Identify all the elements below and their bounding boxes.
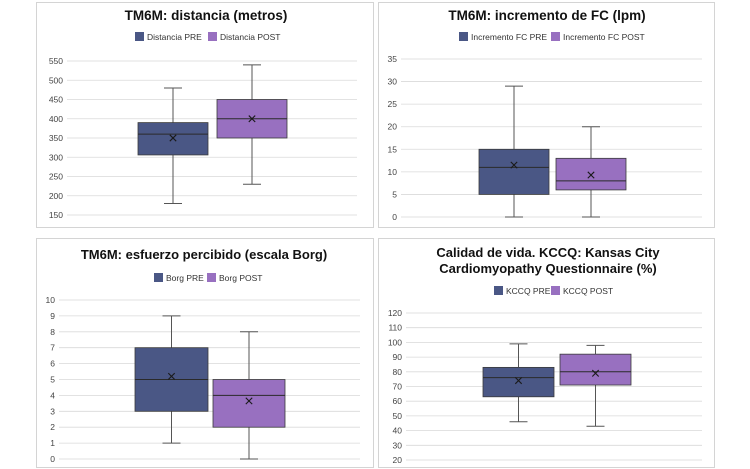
mean-marker xyxy=(587,171,595,179)
y-tick-label: 500 xyxy=(49,75,63,85)
mean-marker xyxy=(591,369,600,377)
y-tick-label: 200 xyxy=(49,191,63,201)
chart-svg-borg: TM6M: esfuerzo percibido (escala Borg) B… xyxy=(46,247,360,464)
mean-marker xyxy=(245,397,253,405)
chart-svg-fc: TM6M: incremento de FC (lpm) Incremento … xyxy=(388,8,702,222)
mean-marker-stroke xyxy=(248,115,256,123)
y-tick-label: 300 xyxy=(49,152,63,162)
y-tick-label: 150 xyxy=(49,210,63,220)
y-tick-label: 6 xyxy=(50,359,55,369)
y-tick-label: 40 xyxy=(393,426,403,436)
mean-marker xyxy=(169,134,177,142)
y-tick-label: 10 xyxy=(46,295,56,305)
y-tick-label: 20 xyxy=(388,122,398,132)
legend-swatch-pre xyxy=(494,286,503,295)
legend: Borg PRE Borg POST xyxy=(154,273,262,283)
y-tick-label: 450 xyxy=(49,95,63,105)
mean-marker xyxy=(248,115,256,123)
legend-label-post: Distancia POST xyxy=(220,32,280,42)
y-tick-label: 120 xyxy=(388,308,402,318)
y-tick-label: 90 xyxy=(393,352,403,362)
y-tick-label: 70 xyxy=(393,382,403,392)
chart-title-line-1: Calidad de vida. KCCQ: Kansas City xyxy=(436,245,660,260)
mean-marker xyxy=(510,161,518,169)
chart-title: TM6M: esfuerzo percibido (escala Borg) xyxy=(81,247,327,262)
legend-swatch-pre xyxy=(135,32,144,41)
y-tick-label: 10 xyxy=(388,167,398,177)
y-tick-label: 2 xyxy=(50,422,55,432)
legend-label-pre: KCCQ PRE xyxy=(506,286,551,296)
box-post xyxy=(555,157,627,191)
y-tick-label: 50 xyxy=(393,411,403,421)
legend-swatch-post xyxy=(551,286,560,295)
chart-svg-kccq: Calidad de vida. KCCQ: Kansas City Cardi… xyxy=(388,245,702,465)
legend-label-pre: Distancia PRE xyxy=(147,32,202,42)
legend-label-post: KCCQ POST xyxy=(563,286,613,296)
mean-marker-stroke xyxy=(169,134,177,142)
legend-label-pre: Incremento FC PRE xyxy=(471,32,547,42)
y-tick-label: 5 xyxy=(392,189,397,199)
y-tick-label: 550 xyxy=(49,56,63,66)
mean-marker-stroke xyxy=(245,397,253,405)
y-tick-label: 35 xyxy=(388,54,398,64)
y-tick-label: 30 xyxy=(388,77,398,87)
chart-panel-borg: TM6M: esfuerzo percibido (escala Borg) B… xyxy=(36,238,374,468)
y-tick-label: 110 xyxy=(388,323,402,333)
y-tick-label: 8 xyxy=(50,327,55,337)
y-tick-label: 5 xyxy=(50,375,55,385)
y-tick-label: 20 xyxy=(393,455,403,465)
y-tick-label: 60 xyxy=(393,396,403,406)
legend-swatch-post xyxy=(207,273,216,282)
legend: Incremento FC PRE Incremento FC POST xyxy=(459,32,645,42)
mean-marker-stroke xyxy=(514,377,523,385)
legend-swatch-pre xyxy=(459,32,468,41)
chart-svg-distancia: TM6M: distancia (metros) Distancia PRE D… xyxy=(49,8,357,220)
chart-panel-fc: TM6M: incremento de FC (lpm) Incremento … xyxy=(378,2,715,228)
mean-marker xyxy=(514,377,523,385)
y-tick-label: 15 xyxy=(388,144,398,154)
chart-title: TM6M: distancia (metros) xyxy=(125,8,288,23)
y-tick-label: 80 xyxy=(393,367,403,377)
mean-marker-stroke xyxy=(167,372,176,380)
box-post xyxy=(212,379,286,428)
y-tick-label: 7 xyxy=(50,343,55,353)
y-tick-label: 400 xyxy=(49,114,63,124)
box-post xyxy=(559,353,632,386)
y-tick-label: 100 xyxy=(388,337,402,347)
box-pre xyxy=(478,148,550,195)
chart-panel-distancia: TM6M: distancia (metros) Distancia PRE D… xyxy=(36,2,374,228)
legend-label-post: Incremento FC POST xyxy=(563,32,645,42)
legend-swatch-post xyxy=(208,32,217,41)
chart-panel-kccq: Calidad de vida. KCCQ: Kansas City Cardi… xyxy=(378,238,715,468)
legend-swatch-pre xyxy=(154,273,163,282)
y-tick-label: 25 xyxy=(388,99,398,109)
legend: Distancia PRE Distancia POST xyxy=(135,32,280,42)
legend: KCCQ PRE KCCQ POST xyxy=(494,286,613,296)
mean-marker-stroke xyxy=(510,161,518,169)
legend-swatch-post xyxy=(551,32,560,41)
y-tick-label: 1 xyxy=(50,438,55,448)
box-pre xyxy=(482,366,555,398)
y-tick-label: 4 xyxy=(50,390,55,400)
y-tick-label: 250 xyxy=(49,172,63,182)
legend-label-pre: Borg PRE xyxy=(166,273,204,283)
legend-label-post: Borg POST xyxy=(219,273,262,283)
mean-marker-stroke xyxy=(587,171,595,179)
y-tick-label: 9 xyxy=(50,311,55,321)
mean-marker-stroke xyxy=(591,369,600,377)
y-tick-label: 3 xyxy=(50,406,55,416)
y-tick-label: 0 xyxy=(392,212,397,222)
y-tick-label: 0 xyxy=(50,454,55,464)
y-tick-label: 30 xyxy=(393,440,403,450)
chart-title: TM6M: incremento de FC (lpm) xyxy=(448,8,645,23)
chart-title-line-2: Cardiomyopathy Questionnaire (%) xyxy=(439,261,656,276)
mean-marker xyxy=(167,372,176,380)
y-tick-label: 350 xyxy=(49,133,63,143)
